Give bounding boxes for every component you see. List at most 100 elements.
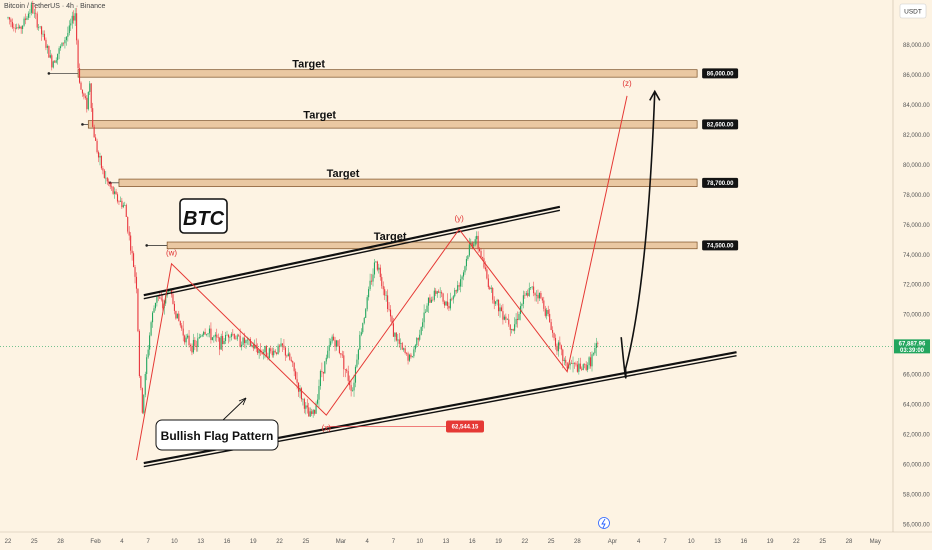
candle-body [249,339,251,346]
candle-body [35,12,37,14]
candle-body [476,235,478,240]
candle-body [341,354,343,356]
candle-body [283,345,285,348]
candle-body [343,355,345,370]
x-tick-label: 10 [171,539,178,545]
candle-body [407,353,409,361]
x-tick-label: 4 [365,539,369,545]
candle-body [575,363,577,365]
candle-body [417,337,419,340]
candle-body [572,362,574,364]
candle-body [233,334,235,339]
target-zone: Target 86,000.00 [47,59,739,79]
candle-body [61,42,63,47]
candle-body [184,335,186,343]
candle-body [505,316,507,320]
candle-body [487,278,489,288]
candle-body [470,242,472,245]
candle-body [109,183,111,187]
candle-body [305,405,307,409]
x-tick-label: 19 [495,539,502,545]
candle-body [131,250,133,254]
candle-body [474,239,476,245]
candle-body [321,371,323,372]
candle-body [443,301,446,306]
candle-body [238,335,240,336]
candle-body [508,319,510,325]
candle-body [81,89,84,94]
candle-body [17,27,19,29]
candle-body [24,18,27,20]
candle-body [226,334,228,336]
candle-body [185,337,187,343]
candle-body [353,382,355,391]
candle-body [165,295,167,304]
candle-body [356,359,358,367]
candle-body [273,350,275,356]
target-dot [145,244,148,247]
candle-body [68,25,70,33]
x-tick-label: 16 [740,539,747,545]
candle-body [172,294,174,304]
candle-body [232,333,234,335]
y-tick-label: 66,000.00 [903,373,930,379]
lightning-icon-glyph [601,518,606,529]
x-tick-label: 4 [120,539,124,545]
y-tick-label: 74,000.00 [903,253,930,259]
candle-body [99,156,101,158]
candle-body [80,82,82,90]
candle-body [151,312,154,323]
candle-body [96,140,98,153]
candle-body [549,313,551,323]
candle-body [7,17,9,18]
candle-body [49,55,51,58]
candle-body [65,36,67,41]
candle-body [458,285,460,287]
candle-body [473,244,475,247]
candle-body [578,363,580,372]
candle-body [264,346,266,353]
candle-body [499,307,501,312]
candle-body [335,340,338,347]
candle-body [41,26,43,35]
candle-body [471,242,473,247]
candle-body [236,335,238,340]
target-box [87,120,698,129]
channel-upper-line-2 [143,209,561,300]
candle-body [293,362,295,372]
target-label: Target [292,59,325,71]
candle-body [322,371,324,374]
candle-body [201,334,203,337]
candle-body [26,17,28,20]
candle-body [509,324,511,330]
candle-body [457,285,459,292]
x-tick-label: Feb [90,539,101,545]
candle-body [496,299,498,302]
candle-body [227,334,230,338]
candle-body [312,409,314,414]
candle-body [239,335,241,347]
candle-body [219,337,221,350]
candle-body [464,266,466,273]
candle-body [121,200,123,208]
candle-body [116,194,119,202]
candle-body [347,371,349,381]
candle-body [388,308,390,310]
lightning-icon [598,517,610,529]
candle-body [363,317,365,324]
candle-body [359,334,361,350]
candle-body [274,350,276,353]
candle-body [541,298,543,301]
candle-body [87,91,89,110]
y-tick-label: 78,000.00 [903,193,930,199]
candle-body [524,295,526,296]
candle-body [119,200,121,202]
candle-body [118,201,120,203]
candle-body [48,45,50,58]
candle-body [324,361,326,374]
candle-body [276,352,278,354]
candle-body [426,305,428,312]
candle-body [150,322,152,336]
candle-body [224,334,227,341]
